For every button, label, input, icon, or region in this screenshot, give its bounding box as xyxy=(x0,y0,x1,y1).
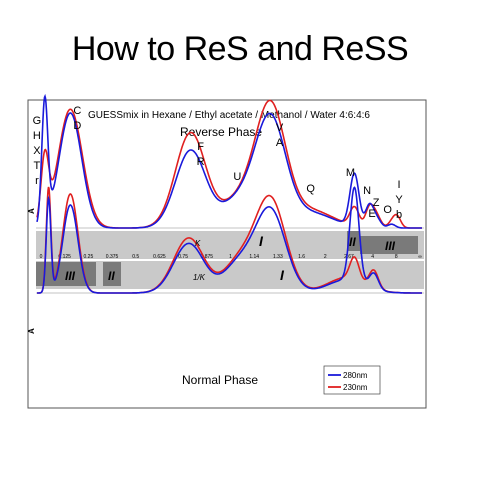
legend-label-280: 280nm xyxy=(343,371,368,380)
k-tick-label: 0.875 xyxy=(201,254,214,260)
peak-label: F xyxy=(197,141,204,153)
peak-label: U xyxy=(233,171,241,183)
invk-axis-name: 1/K xyxy=(193,273,206,282)
k-tick-label: 0.25 xyxy=(84,254,94,260)
invk-zone-I-label: I xyxy=(280,267,285,283)
k-tick-label: 8 xyxy=(395,254,398,260)
k-zone-III-box xyxy=(360,236,418,254)
peak-label: T xyxy=(34,160,41,172)
k-tick-label: 0.75 xyxy=(178,254,188,260)
peak-label: X xyxy=(33,145,41,157)
k-zone-III-label: III xyxy=(385,239,396,253)
k-zone-I-label: I xyxy=(259,233,264,249)
chart-frame xyxy=(27,99,427,409)
k-tick-label: 1.14 xyxy=(249,254,259,260)
peak-label: Y xyxy=(395,194,403,206)
k-tick-labels: 0 0.125 0.25 0.375 0.5 0.625 0.75 0.875 1 1.14 1.3… xyxy=(40,254,423,260)
k-tick-label: 1.33 xyxy=(273,254,283,260)
peak-label: M xyxy=(346,167,355,179)
bottom-ylabel: A xyxy=(27,328,36,334)
top-ylabel: A xyxy=(27,208,36,214)
peak-label: O xyxy=(383,204,392,216)
k-zone-II-box xyxy=(347,231,360,251)
k-tick-label: 2 xyxy=(324,254,327,260)
k-tick-label: 0.375 xyxy=(106,254,119,260)
series-line-top-280nm xyxy=(36,93,422,229)
top-panel-label: Reverse Phase xyxy=(180,125,262,139)
bottom-panel-label: Normal Phase xyxy=(182,373,258,387)
k-zone-II-label: II xyxy=(349,235,356,249)
peak-label: r xyxy=(35,175,39,187)
peak-label: b xyxy=(396,209,402,221)
k-tick-label: 0.5 xyxy=(132,254,139,260)
peak-label: R xyxy=(197,156,205,168)
invk-zone-II-label: II xyxy=(108,269,115,283)
k-tick-label: 1 xyxy=(229,254,232,260)
invk-zone-II-box xyxy=(103,262,121,286)
invk-zone-III-label: III xyxy=(65,269,76,283)
k-tick-label: 0 xyxy=(40,254,43,260)
legend-label-230: 230nm xyxy=(343,383,368,392)
k-axis-name: K xyxy=(195,239,201,248)
legend-box xyxy=(323,365,381,395)
k-tick-label: 2.67 xyxy=(344,254,354,260)
peak-label: N xyxy=(363,185,371,197)
k-tick-label: 0.625 xyxy=(153,254,166,260)
slide-title: How to ReS and ReSS xyxy=(71,30,409,68)
k-tick-label: ∞ xyxy=(418,254,422,260)
series-line-bottom-280nm xyxy=(37,186,422,294)
peak-label: G xyxy=(33,115,42,127)
peak-label: Q xyxy=(306,183,315,195)
chart-title: GUESSmix in Hexane / Ethyl acetate / Met… xyxy=(88,110,370,121)
k-tick-label: 4 xyxy=(371,254,374,260)
peak-label: D xyxy=(73,120,81,132)
peak-label: E xyxy=(368,208,375,220)
series-layer xyxy=(36,93,422,294)
peak-label: A xyxy=(276,137,284,149)
peak-label: I xyxy=(397,179,400,191)
peak-label: H xyxy=(33,130,41,142)
k-tick-label: 1.6 xyxy=(298,254,305,260)
peak-label: C xyxy=(73,105,81,117)
peak-label: V xyxy=(276,122,284,134)
peak-label: Z xyxy=(373,197,380,209)
k-tick-label: 0.125 xyxy=(58,254,71,260)
